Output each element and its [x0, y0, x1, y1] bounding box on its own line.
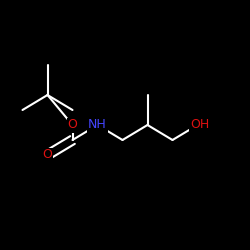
Text: O: O — [42, 148, 52, 162]
Text: OH: OH — [190, 118, 210, 132]
Text: NH: NH — [88, 118, 107, 132]
Text: O: O — [68, 118, 78, 132]
